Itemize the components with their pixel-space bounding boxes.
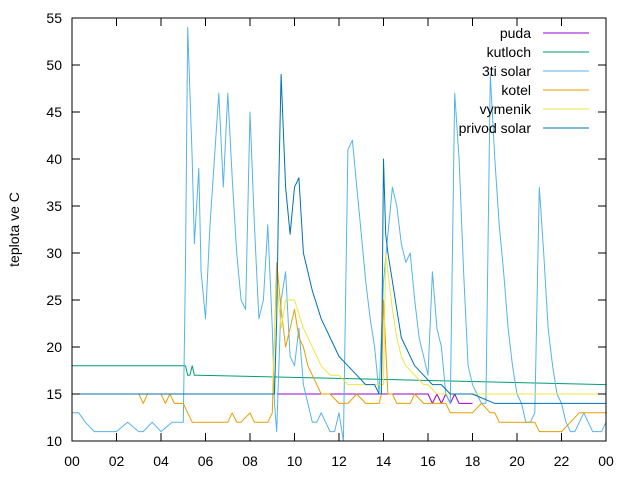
x-tick-label: 08 — [242, 453, 258, 469]
x-tick-label: 12 — [331, 453, 347, 469]
y-tick-label: 55 — [46, 10, 62, 26]
y-tick-label: 25 — [46, 292, 62, 308]
y-tick-label: 30 — [46, 245, 62, 261]
x-tick-label: 00 — [598, 453, 614, 469]
y-tick-label: 45 — [46, 104, 62, 120]
legend-label: 3ti solar — [482, 63, 531, 79]
x-tick-label: 02 — [109, 453, 125, 469]
series-line-3 — [72, 261, 606, 433]
x-tick-label: 22 — [554, 453, 570, 469]
y-tick-label: 40 — [46, 151, 62, 167]
series-line-2 — [72, 26, 607, 442]
series-lines — [72, 26, 607, 442]
series-line-4 — [72, 252, 606, 395]
x-tick-label: 14 — [376, 453, 392, 469]
legend-label: puda — [500, 25, 531, 41]
x-tick-label: 10 — [287, 453, 303, 469]
series-line-1 — [72, 365, 607, 386]
y-tick-label: 15 — [46, 386, 62, 402]
legend-label: vymenik — [480, 101, 532, 117]
x-tick-label: 04 — [153, 453, 169, 469]
series-line-5 — [72, 73, 606, 404]
y-tick-label: 50 — [46, 57, 62, 73]
y-tick-label: 20 — [46, 339, 62, 355]
x-tick-label: 18 — [465, 453, 481, 469]
x-tick-label: 00 — [64, 453, 80, 469]
y-axis-title: teplota ve C — [6, 192, 22, 267]
x-tick-label: 20 — [509, 453, 525, 469]
legend-label: kutloch — [487, 44, 531, 60]
x-tick-label: 06 — [198, 453, 214, 469]
y-tick-label: 35 — [46, 198, 62, 214]
legend: puda kutloch 3ti solar kotel vymenik privod s… — [459, 25, 589, 136]
axis-ticks: 00 02 04 06 08 10 12 14 16 18 20 22 0010152025303540… — [46, 10, 614, 469]
legend-label: kotel — [501, 82, 531, 98]
legend-label: privod solar — [459, 120, 532, 136]
y-tick-label: 10 — [46, 433, 62, 449]
x-tick-label: 16 — [420, 453, 436, 469]
